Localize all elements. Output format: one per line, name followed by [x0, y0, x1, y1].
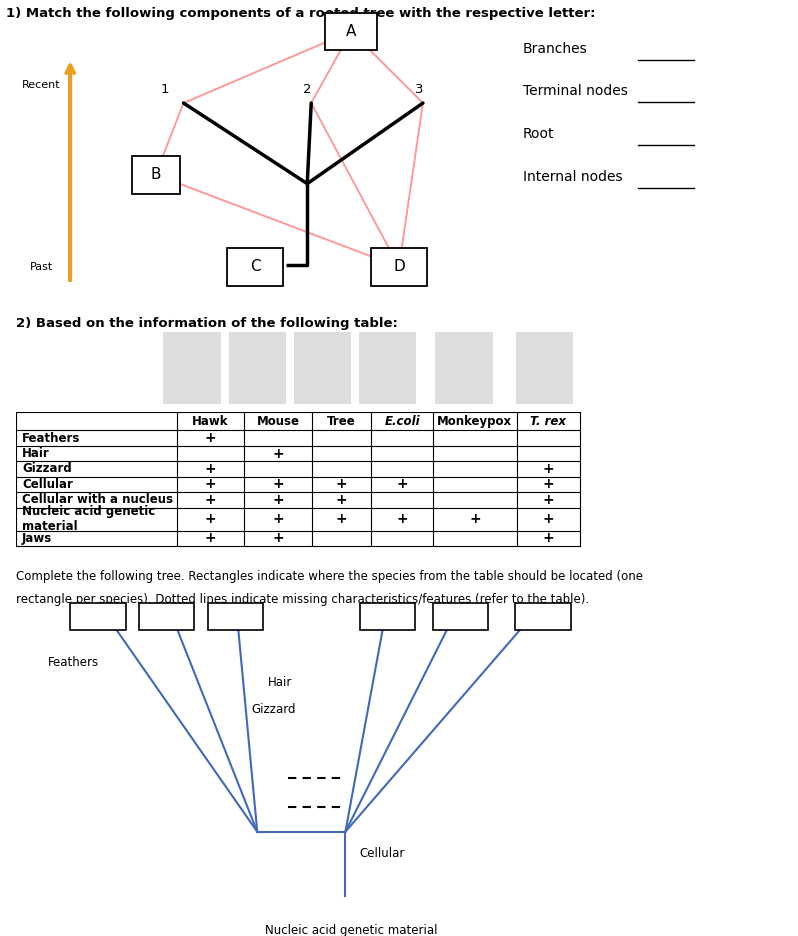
Text: Gizzard: Gizzard — [22, 462, 72, 475]
Text: Jaws: Jaws — [22, 532, 53, 545]
Text: Gizzard: Gizzard — [251, 703, 295, 716]
Text: Hawk: Hawk — [192, 415, 229, 428]
Text: B: B — [150, 168, 161, 183]
Text: +: + — [543, 512, 554, 526]
Text: +: + — [272, 532, 284, 546]
Text: Terminal nodes: Terminal nodes — [523, 84, 627, 98]
Text: Cellular with a nucleus: Cellular with a nucleus — [22, 493, 173, 506]
Text: +: + — [336, 512, 347, 526]
Text: +: + — [272, 493, 284, 507]
Text: A: A — [346, 23, 357, 39]
Text: T. rex: T. rex — [531, 415, 567, 428]
Text: Complete the following tree. Rectangles indicate where the species from the tabl: Complete the following tree. Rectangles … — [16, 570, 643, 582]
Text: Root: Root — [523, 127, 554, 141]
Text: Internal nodes: Internal nodes — [523, 170, 622, 184]
Text: +: + — [397, 512, 408, 526]
Text: Cellular: Cellular — [359, 846, 405, 859]
Text: D: D — [393, 259, 405, 274]
Bar — [227, 248, 283, 285]
Bar — [326, 12, 377, 51]
Bar — [294, 331, 351, 404]
Bar — [516, 603, 571, 630]
Text: +: + — [205, 477, 216, 491]
Text: Hair: Hair — [268, 676, 292, 689]
Text: Mouse: Mouse — [256, 415, 299, 428]
Text: rectangle per species). Dotted lines indicate missing characteristics/features (: rectangle per species). Dotted lines ind… — [16, 593, 589, 607]
Text: +: + — [543, 532, 554, 546]
Text: +: + — [205, 431, 216, 446]
Text: Hair: Hair — [22, 447, 49, 460]
Text: Nucleic acid genetic material: Nucleic acid genetic material — [265, 924, 437, 936]
Text: +: + — [272, 446, 284, 461]
Bar — [228, 331, 286, 404]
Text: +: + — [205, 512, 216, 526]
Text: 2: 2 — [303, 83, 311, 95]
Bar — [516, 331, 573, 404]
Text: +: + — [543, 477, 554, 491]
Bar — [208, 603, 263, 630]
Text: +: + — [543, 493, 554, 507]
Text: 1: 1 — [160, 83, 169, 95]
Bar — [360, 603, 415, 630]
Bar — [371, 248, 427, 285]
Text: +: + — [205, 532, 216, 546]
Text: +: + — [272, 477, 284, 491]
Bar — [436, 331, 493, 404]
Text: +: + — [205, 493, 216, 507]
Text: Feathers: Feathers — [48, 656, 99, 668]
Text: +: + — [336, 477, 347, 491]
Text: E.coli: E.coli — [385, 415, 420, 428]
Text: Monkeypox: Monkeypox — [437, 415, 512, 428]
Text: Nucleic acid genetic
material: Nucleic acid genetic material — [22, 505, 156, 534]
Bar — [359, 331, 417, 404]
Text: Cellular: Cellular — [22, 478, 73, 490]
Text: +: + — [543, 462, 554, 476]
Text: 1) Match the following components of a rooted tree with the respective letter:: 1) Match the following components of a r… — [6, 7, 596, 21]
Text: Branches: Branches — [523, 42, 587, 56]
Bar — [433, 603, 488, 630]
Text: Tree: Tree — [327, 415, 356, 428]
Text: +: + — [469, 512, 480, 526]
Text: Recent: Recent — [22, 80, 61, 90]
Text: Past: Past — [30, 262, 53, 272]
Text: +: + — [272, 512, 284, 526]
Bar — [164, 331, 221, 404]
Text: Feathers: Feathers — [22, 431, 81, 445]
Bar — [70, 603, 125, 630]
Text: +: + — [336, 493, 347, 507]
Text: +: + — [205, 462, 216, 476]
Text: +: + — [397, 477, 408, 491]
Text: C: C — [250, 259, 261, 274]
Text: 3: 3 — [415, 83, 423, 95]
Text: 2) Based on the information of the following table:: 2) Based on the information of the follo… — [16, 317, 398, 330]
Bar — [140, 603, 195, 630]
Bar — [132, 156, 180, 194]
